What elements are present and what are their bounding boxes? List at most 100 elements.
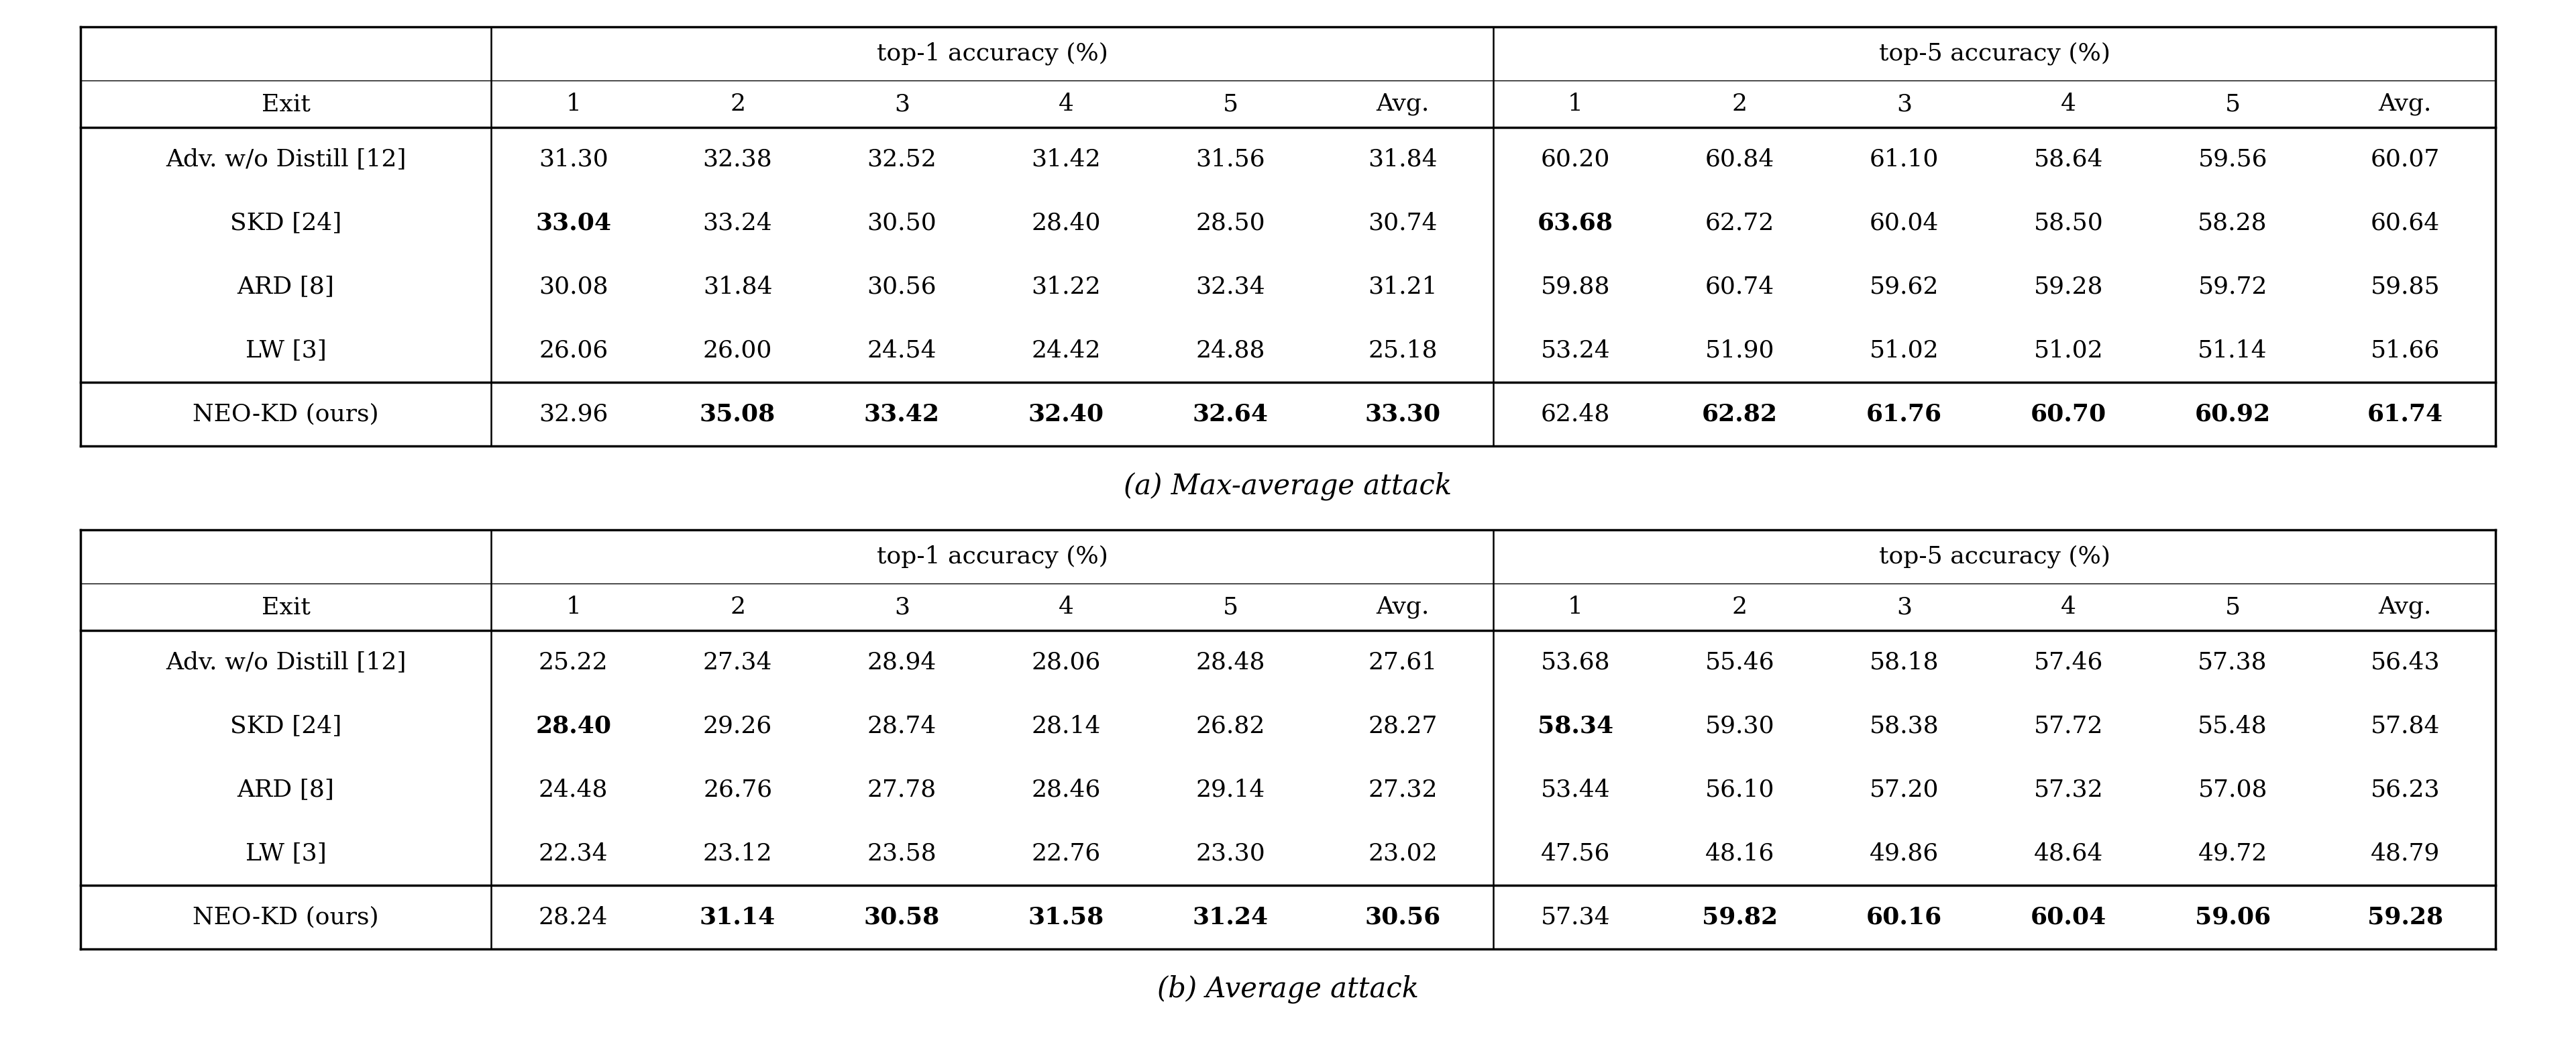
Text: SKD [24]: SKD [24] [229, 211, 343, 234]
Text: 1: 1 [567, 595, 582, 619]
Text: NEO-KD (ours): NEO-KD (ours) [193, 906, 379, 928]
Text: 57.20: 57.20 [1870, 779, 1940, 801]
Text: LW [3]: LW [3] [245, 842, 327, 865]
Text: 59.82: 59.82 [1703, 906, 1777, 928]
Text: 57.46: 57.46 [2032, 650, 2102, 674]
Text: 59.28: 59.28 [2032, 275, 2102, 298]
Text: NEO-KD (ours): NEO-KD (ours) [193, 403, 379, 425]
Text: 28.74: 28.74 [868, 715, 938, 737]
Text: 32.96: 32.96 [538, 403, 608, 425]
Text: 59.62: 59.62 [1870, 275, 1940, 298]
Text: 51.14: 51.14 [2197, 340, 2267, 362]
Text: 29.14: 29.14 [1195, 779, 1265, 801]
Text: 58.18: 58.18 [1870, 650, 1940, 674]
Text: 55.48: 55.48 [2197, 715, 2267, 737]
Text: 47.56: 47.56 [1540, 842, 1610, 865]
Text: 2: 2 [1731, 595, 1747, 619]
Text: 2: 2 [729, 92, 744, 116]
Text: 30.50: 30.50 [868, 211, 938, 234]
Text: 51.02: 51.02 [2032, 340, 2102, 362]
Text: 2: 2 [1731, 92, 1747, 116]
Text: 61.76: 61.76 [1865, 403, 1942, 425]
Text: 31.84: 31.84 [703, 275, 773, 298]
Text: 23.58: 23.58 [868, 842, 938, 865]
Text: 58.28: 58.28 [2197, 211, 2267, 234]
Text: 35.08: 35.08 [701, 403, 775, 425]
Text: 59.56: 59.56 [2197, 147, 2267, 171]
Text: 57.34: 57.34 [1540, 906, 1610, 928]
Text: Avg.: Avg. [2378, 92, 2432, 116]
Text: 49.86: 49.86 [1870, 842, 1940, 865]
Text: 60.20: 60.20 [1540, 147, 1610, 171]
Text: 31.24: 31.24 [1193, 906, 1267, 928]
Text: 33.24: 33.24 [703, 211, 773, 234]
Text: 3: 3 [894, 595, 909, 619]
Text: 23.12: 23.12 [703, 842, 773, 865]
Text: 4: 4 [1059, 595, 1074, 619]
Text: 60.92: 60.92 [2195, 403, 2269, 425]
Text: 27.34: 27.34 [703, 650, 773, 674]
Text: 32.52: 32.52 [868, 147, 938, 171]
Text: 31.56: 31.56 [1195, 147, 1265, 171]
Text: 1: 1 [1569, 92, 1584, 116]
Text: 4: 4 [2061, 92, 2076, 116]
Text: LW [3]: LW [3] [245, 340, 327, 362]
Text: 26.82: 26.82 [1195, 715, 1265, 737]
Text: 51.90: 51.90 [1705, 340, 1775, 362]
Text: ARD [8]: ARD [8] [237, 779, 335, 801]
Text: 24.42: 24.42 [1030, 340, 1100, 362]
Text: 28.48: 28.48 [1195, 650, 1265, 674]
Text: top-5 accuracy (%): top-5 accuracy (%) [1878, 42, 2110, 65]
Text: 33.42: 33.42 [863, 403, 940, 425]
Text: 56.43: 56.43 [2370, 650, 2439, 674]
Text: 28.24: 28.24 [538, 906, 608, 928]
Text: (b) Average attack: (b) Average attack [1157, 975, 1419, 1004]
Text: 31.84: 31.84 [1368, 147, 1437, 171]
Text: Exit: Exit [260, 595, 309, 619]
Text: Avg.: Avg. [2378, 595, 2432, 619]
Text: 63.68: 63.68 [1538, 211, 1613, 234]
Text: 59.28: 59.28 [2367, 906, 2442, 928]
Text: 27.32: 27.32 [1368, 779, 1437, 801]
Text: 4: 4 [1059, 92, 1074, 116]
Text: 1: 1 [567, 92, 582, 116]
Text: top-5 accuracy (%): top-5 accuracy (%) [1878, 545, 2110, 569]
Text: 1: 1 [1569, 595, 1584, 619]
Text: 3: 3 [894, 92, 909, 116]
Text: 28.27: 28.27 [1368, 715, 1437, 737]
Text: 53.44: 53.44 [1540, 779, 1610, 801]
Text: 30.74: 30.74 [1368, 211, 1437, 234]
Text: 57.84: 57.84 [2370, 715, 2439, 737]
Text: 60.04: 60.04 [2030, 906, 2107, 928]
Text: 5: 5 [2226, 92, 2241, 116]
Text: 27.61: 27.61 [1368, 650, 1437, 674]
Text: 61.74: 61.74 [2367, 403, 2442, 425]
Text: 53.24: 53.24 [1540, 340, 1610, 362]
Text: 32.38: 32.38 [703, 147, 773, 171]
Text: 59.72: 59.72 [2197, 275, 2267, 298]
Text: 56.10: 56.10 [1705, 779, 1775, 801]
Text: 26.76: 26.76 [703, 779, 773, 801]
Text: Adv. w/o Distill [12]: Adv. w/o Distill [12] [165, 147, 407, 171]
Text: 58.50: 58.50 [2032, 211, 2102, 234]
Text: top-1 accuracy (%): top-1 accuracy (%) [876, 42, 1108, 65]
Text: 48.16: 48.16 [1705, 842, 1775, 865]
Text: 62.48: 62.48 [1540, 403, 1610, 425]
Text: 62.72: 62.72 [1705, 211, 1775, 234]
Text: 60.16: 60.16 [1865, 906, 1942, 928]
Text: 22.34: 22.34 [538, 842, 608, 865]
Text: 60.04: 60.04 [1870, 211, 1940, 234]
Text: 28.40: 28.40 [1030, 211, 1100, 234]
Text: 48.64: 48.64 [2032, 842, 2102, 865]
Text: SKD [24]: SKD [24] [229, 715, 343, 737]
Text: 57.38: 57.38 [2197, 650, 2267, 674]
Text: 31.58: 31.58 [1028, 906, 1105, 928]
Text: Adv. w/o Distill [12]: Adv. w/o Distill [12] [165, 650, 407, 674]
Text: 31.42: 31.42 [1030, 147, 1100, 171]
Text: 26.06: 26.06 [538, 340, 608, 362]
Text: 28.14: 28.14 [1030, 715, 1100, 737]
Text: 26.00: 26.00 [703, 340, 773, 362]
Text: 33.30: 33.30 [1365, 403, 1440, 425]
Text: 5: 5 [2226, 595, 2241, 619]
Text: 58.38: 58.38 [1870, 715, 1940, 737]
